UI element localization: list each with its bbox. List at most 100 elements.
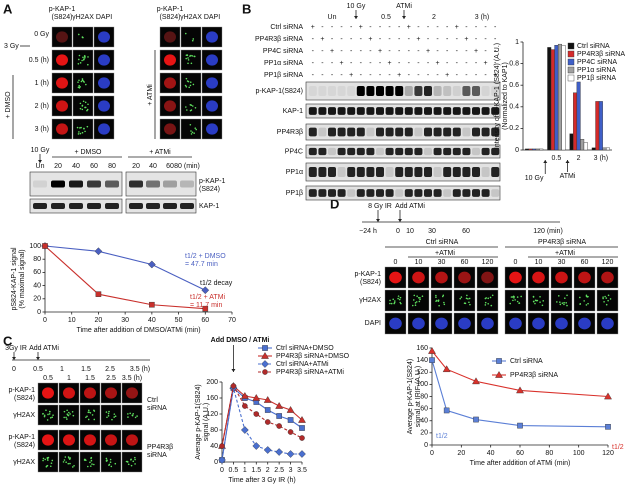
focus (189, 109, 192, 112)
label: γH2AX (72, 14, 94, 21)
panel-label: B (242, 1, 251, 16)
focus (84, 130, 86, 133)
micrograph (37, 451, 59, 473)
blot-band (433, 127, 442, 137)
label: 3Gy IR (5, 345, 27, 352)
legend-label: Ctrl siRNA (510, 358, 543, 365)
focus (419, 297, 421, 299)
annotation: t1/2 (436, 433, 448, 440)
series-line (221, 384, 303, 447)
blot-band (376, 147, 384, 156)
blot-band (51, 203, 65, 209)
label: (S824) (14, 395, 35, 402)
focus (65, 416, 67, 419)
nucleus (164, 100, 176, 112)
bar (580, 138, 585, 151)
bar (528, 148, 533, 151)
label: Ctrl siRNA (426, 239, 459, 246)
y-tick-label: 80 (210, 427, 218, 434)
nucleus (601, 317, 614, 330)
y-tick-label: 40 (33, 282, 41, 289)
marker (219, 443, 225, 449)
legend-marker (261, 352, 269, 359)
focus (84, 55, 86, 58)
marker (298, 450, 306, 458)
focus (106, 416, 108, 419)
label: KAP-1 (283, 108, 303, 115)
focus (186, 109, 188, 111)
focus (81, 59, 83, 62)
label: - (436, 24, 439, 31)
label: - (331, 36, 334, 43)
y-tick-label: 80 (420, 393, 428, 400)
micrograph (476, 289, 499, 312)
legend-swatch (567, 50, 575, 58)
focus (605, 303, 608, 306)
y-tick-label: 100 (416, 381, 428, 388)
label: 3 (h) (35, 126, 49, 133)
label: 3.5 (h) (122, 375, 142, 382)
bar (525, 148, 529, 151)
blot-band (347, 189, 356, 197)
label: 3.5 (h) (130, 366, 150, 373)
label: - (408, 72, 411, 79)
nucleus (555, 317, 568, 330)
blot-band (424, 86, 432, 96)
focus (518, 302, 521, 304)
focus (603, 300, 605, 303)
focus (77, 81, 79, 83)
series-line (221, 384, 303, 447)
focus (460, 296, 463, 298)
micrograph (121, 451, 143, 473)
label: + (407, 24, 411, 31)
focus (108, 410, 110, 413)
blot-band (318, 86, 327, 96)
focus (390, 302, 393, 305)
focus (194, 127, 197, 129)
blot-band (308, 127, 317, 137)
label: 8 Gy IR (368, 203, 392, 210)
label: 120 (min) (533, 228, 563, 235)
label: DAPI (96, 14, 112, 21)
focus (516, 300, 519, 303)
label: 3 (h) (475, 14, 489, 21)
label: 0.5 (h) (29, 57, 49, 64)
x-axis-label: Time after addition of ATMi (min) (470, 460, 571, 467)
label: Add ATMi (29, 345, 59, 352)
blot-band (491, 167, 500, 177)
focus (195, 128, 198, 131)
focus (43, 414, 46, 417)
focus (105, 411, 108, 413)
blot-band (433, 147, 442, 156)
focus (188, 86, 191, 89)
blot-band (424, 167, 432, 177)
marker (252, 394, 261, 401)
y-tick-label: 80 (33, 256, 41, 263)
blot-band (328, 167, 336, 177)
marker (94, 247, 103, 256)
focus (194, 106, 197, 109)
focus (83, 81, 85, 83)
label: 1.5 (85, 375, 95, 382)
bar (583, 142, 588, 151)
focus (190, 133, 193, 135)
nucleus (601, 271, 614, 284)
label: - (446, 36, 449, 43)
focus (191, 131, 194, 134)
focus (49, 410, 51, 413)
legend-label: Ctrl siRNA+DMSO (276, 345, 334, 352)
label: - (350, 36, 353, 43)
label: - (398, 36, 401, 43)
focus (585, 304, 588, 306)
legend-label: PP4R3β siRNA+DMSO (276, 353, 350, 360)
label: - (312, 60, 315, 67)
nucleus (412, 271, 425, 284)
focus (76, 126, 79, 129)
blot-band (385, 147, 394, 156)
blot-band (462, 127, 471, 137)
label: - (446, 60, 449, 67)
focus (90, 459, 93, 462)
label: KAP-1 (199, 203, 219, 210)
blot-band (443, 167, 452, 177)
focus (80, 80, 83, 83)
